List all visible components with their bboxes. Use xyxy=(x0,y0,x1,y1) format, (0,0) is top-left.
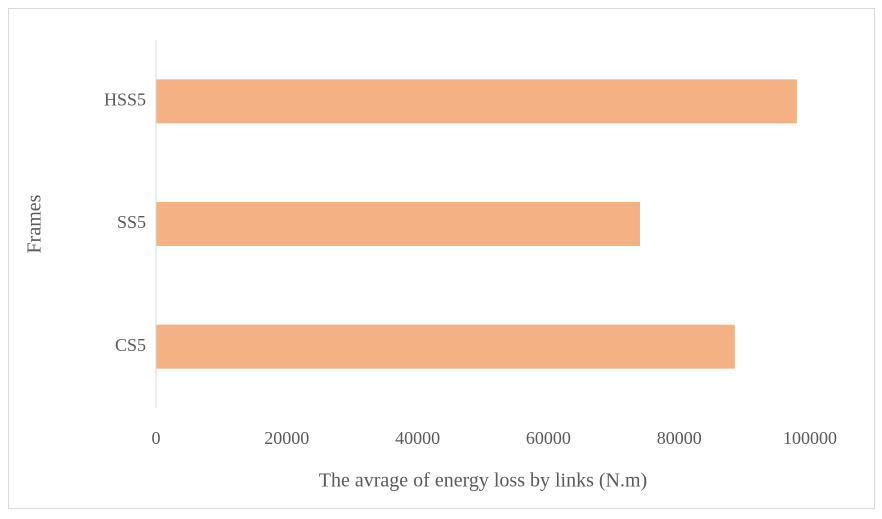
bar xyxy=(156,324,735,369)
x-tick-label: 0 xyxy=(152,428,161,448)
bar xyxy=(156,202,640,246)
x-tick-label: 20000 xyxy=(264,428,309,448)
x-tick-label: 100000 xyxy=(783,428,837,448)
x-tick-label: 80000 xyxy=(657,428,702,448)
y-tick-label: HSS5 xyxy=(104,89,146,109)
y-tick-label: CS5 xyxy=(115,335,146,355)
x-tick-label: 40000 xyxy=(395,428,440,448)
y-tick-label: SS5 xyxy=(117,212,146,232)
y-axis-label: Frames xyxy=(24,194,46,253)
x-axis-label: The avrage of energy loss by links (N.m) xyxy=(319,470,647,492)
bar xyxy=(156,79,797,124)
x-tick-label: 60000 xyxy=(526,428,571,448)
